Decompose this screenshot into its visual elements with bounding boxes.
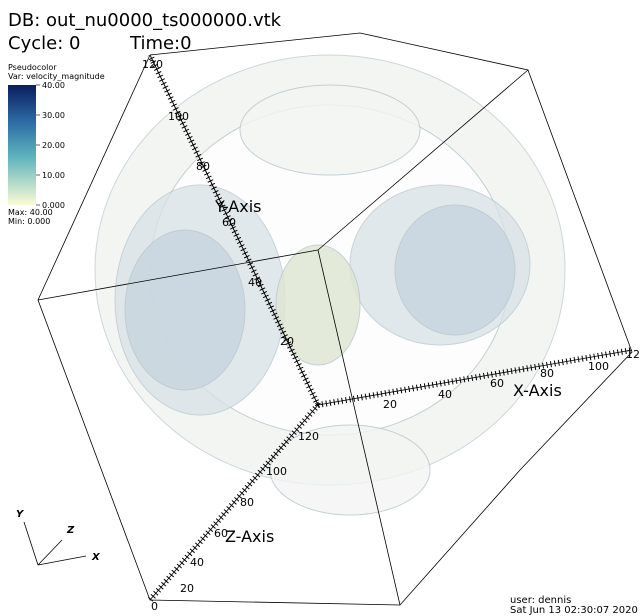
db-name: DB: out_nu0000_ts000000.vtk [8,10,282,31]
timestamp: Sat Jun 13 02:30:07 2020 [510,605,638,616]
x-axis-label: 40 [438,388,452,401]
isosurfaces [94,54,566,516]
axis-lines [147,53,633,602]
x-axis-label: 12 [626,348,640,361]
z-axis-label: 60 [214,527,228,540]
legend-title: Pseudocolor [8,63,57,72]
z-axis-label: 20 [180,582,194,595]
triad-y: Y [16,509,25,520]
x-axis-label: 20 [383,398,397,411]
z-axis-label: 100 [266,465,287,478]
y-axis-label: 40 [248,276,262,289]
cycle: Cycle: 0 [8,33,80,54]
legend-tick-label: 10.00 [42,171,65,180]
triad-z: Z [66,525,75,536]
legend-min: Min: 0.000 [8,217,50,226]
y-axis-label: 60 [222,216,236,229]
z-axis-label: 0 [151,600,158,613]
legend-max: Max: 40.00 [8,208,53,217]
x-axis-label: 80 [540,367,554,380]
legend-var: Var: velocity_magnitude [8,72,105,81]
y-axis-label: 100 [168,110,189,123]
user: user: dennis [510,595,571,606]
color-bar [8,85,36,205]
z-axis-label: 40 [190,556,204,569]
triad [23,521,87,566]
y-axis-label: 80 [196,160,210,173]
time: Time:0 [129,33,192,54]
x-axis-label: 60 [490,377,504,390]
z-axis-label: 120 [298,430,319,443]
legend-tick-label: 20.00 [42,141,65,150]
legend-tick-label: 30.00 [42,111,65,120]
legend-tick-label: 40.00 [42,81,65,90]
x-axis-title: X-Axis [513,381,562,400]
x-axis-label: 100 [588,360,609,373]
legend-tick-label: 0.000 [42,201,65,210]
y-axis-label: 120 [142,58,163,71]
triad-x: X [91,552,101,563]
y-axis-title: Y-Axis [214,197,262,216]
z-axis-title: Z-Axis [225,527,274,546]
z-axis-label: 80 [240,496,254,509]
y-axis-label: 20 [280,335,294,348]
